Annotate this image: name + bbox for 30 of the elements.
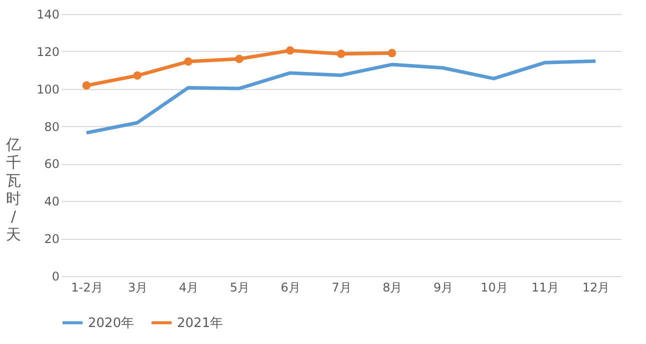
point xyxy=(388,48,396,58)
y-tick-label: 120 xyxy=(36,44,60,59)
x-tick-label: 3月 xyxy=(128,280,148,294)
point xyxy=(133,71,142,80)
x-tick-label: 7月 xyxy=(332,280,352,294)
y-tick-label: 20 xyxy=(44,232,60,246)
y-tick-label: 0 xyxy=(52,270,60,284)
x-tick-label: 9月 xyxy=(434,280,454,294)
x-tick-label: 5月 xyxy=(230,280,250,294)
point xyxy=(336,50,346,58)
x-tick-label: 11月 xyxy=(531,280,559,294)
x-tick-label: 12月 xyxy=(582,280,610,294)
x-tick-label: 8月 xyxy=(382,280,402,294)
x-tick-label: 10月 xyxy=(480,280,508,294)
legend-label: 2020年 xyxy=(88,316,134,331)
point xyxy=(82,81,91,90)
x-tick-label: 1-2月 xyxy=(71,280,103,294)
y-axis-title: 亿千瓦时/天 xyxy=(5,136,21,244)
y-tick-label: 100 xyxy=(36,82,60,96)
point xyxy=(184,57,192,66)
y-tick-label: 60 xyxy=(44,157,60,172)
x-tick-label: 6月 xyxy=(280,280,300,294)
point xyxy=(235,54,244,64)
legend-label: 2021年 xyxy=(177,316,224,331)
x-tick-label: 4月 xyxy=(178,280,199,294)
line-series xyxy=(84,59,598,135)
y-tick-label: 80 xyxy=(44,120,60,134)
point xyxy=(286,46,294,55)
y-tick-label: 140 xyxy=(36,8,60,22)
y-tick-label: 40 xyxy=(44,194,60,209)
